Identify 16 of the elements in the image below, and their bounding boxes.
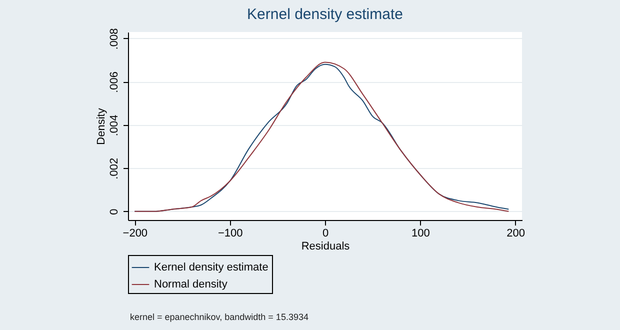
y-tick-label: .006 bbox=[108, 71, 120, 93]
y-tick-label: .008 bbox=[108, 28, 120, 50]
x-tick-label: 0 bbox=[322, 228, 329, 240]
y-tick-label: .004 bbox=[108, 114, 120, 136]
chart-title: Kernel density estimate bbox=[247, 6, 403, 23]
y-tick-label: .002 bbox=[108, 158, 120, 180]
x-axis-title: Residuals bbox=[301, 240, 350, 252]
legend-label: Normal density bbox=[154, 278, 228, 290]
legend-label: Kernel density estimate bbox=[154, 262, 268, 274]
x-tick-label: 100 bbox=[411, 228, 430, 240]
text: kernel = epanechnikov, bandwidth = 15.3934 bbox=[130, 312, 308, 322]
y-tick-label: 0 bbox=[108, 208, 120, 215]
y-axis-title: Density bbox=[96, 108, 108, 145]
x-tick-label: 200 bbox=[506, 228, 526, 240]
x-tick-label: −200 bbox=[122, 228, 148, 240]
x-tick-label: −100 bbox=[218, 228, 243, 240]
